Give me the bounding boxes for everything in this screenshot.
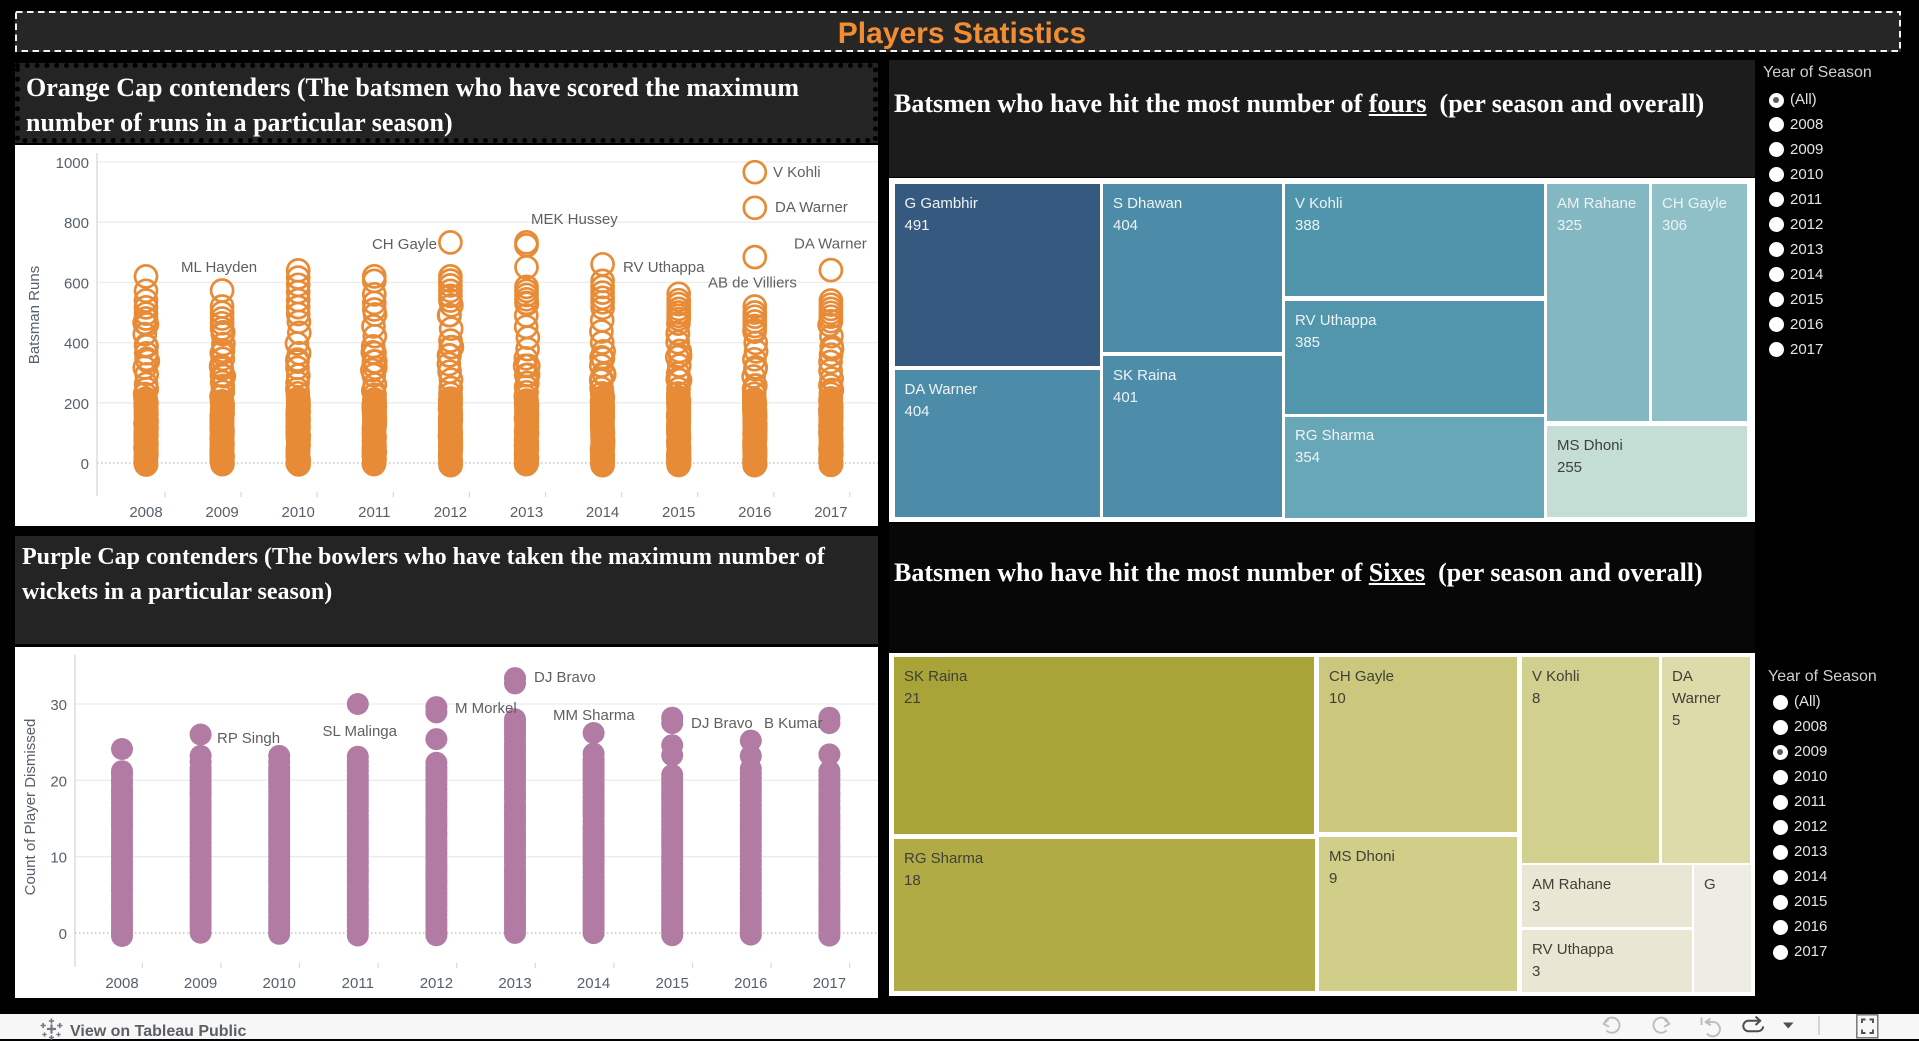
svg-text:2011: 2011 <box>342 975 374 992</box>
svg-text:2014: 2014 <box>577 975 610 992</box>
svg-text:AB de Villiers: AB de Villiers <box>708 275 797 292</box>
svg-text:M Morkel: M Morkel <box>455 700 517 717</box>
svg-text:DA Warner: DA Warner <box>775 199 848 216</box>
svg-text:DJ Bravo: DJ Bravo <box>691 715 753 732</box>
svg-text:2017: 2017 <box>813 975 846 992</box>
svg-text:30: 30 <box>50 697 67 714</box>
svg-text:0: 0 <box>59 926 67 943</box>
svg-text:DA Warner: DA Warner <box>794 236 867 253</box>
svg-text:RV Uthappa: RV Uthappa <box>623 259 705 276</box>
svg-text:2015: 2015 <box>656 975 689 992</box>
svg-text:2016: 2016 <box>734 975 767 992</box>
svg-text:200: 200 <box>64 396 89 413</box>
svg-text:Batsman Runs: Batsman Runs <box>26 266 43 364</box>
svg-text:2009: 2009 <box>184 975 217 992</box>
svg-text:600: 600 <box>64 275 89 292</box>
svg-text:2013: 2013 <box>510 504 543 521</box>
svg-text:2015: 2015 <box>662 504 695 521</box>
svg-text:RP Singh: RP Singh <box>217 730 280 747</box>
svg-text:CH Gayle: CH Gayle <box>372 236 437 253</box>
svg-text:2008: 2008 <box>105 975 138 992</box>
svg-text:2009: 2009 <box>205 504 238 521</box>
svg-text:10: 10 <box>50 850 67 867</box>
svg-text:2017: 2017 <box>814 504 847 521</box>
svg-text:1000: 1000 <box>56 155 89 172</box>
svg-text:MM Sharma: MM Sharma <box>553 707 635 724</box>
svg-text:Count of Player Dismissed: Count of Player Dismissed <box>22 719 39 896</box>
svg-text:DJ Bravo: DJ Bravo <box>534 669 596 686</box>
svg-text:2008: 2008 <box>129 504 162 521</box>
svg-text:400: 400 <box>64 336 89 353</box>
svg-text:20: 20 <box>50 773 67 790</box>
svg-text:2016: 2016 <box>738 504 771 521</box>
svg-text:0: 0 <box>81 456 89 473</box>
svg-text:2013: 2013 <box>498 975 531 992</box>
svg-text:ML Hayden: ML Hayden <box>181 259 257 276</box>
svg-text:V Kohli: V Kohli <box>773 164 821 181</box>
svg-text:SL Malinga: SL Malinga <box>323 723 398 740</box>
svg-text:2010: 2010 <box>263 975 296 992</box>
svg-text:800: 800 <box>64 215 89 232</box>
svg-text:2011: 2011 <box>358 504 390 521</box>
svg-text:2012: 2012 <box>434 504 467 521</box>
svg-text:2010: 2010 <box>282 504 315 521</box>
svg-text:B Kumar: B Kumar <box>764 715 822 732</box>
svg-text:MEK Hussey: MEK Hussey <box>531 211 618 228</box>
svg-text:2014: 2014 <box>586 504 619 521</box>
svg-text:2012: 2012 <box>420 975 453 992</box>
